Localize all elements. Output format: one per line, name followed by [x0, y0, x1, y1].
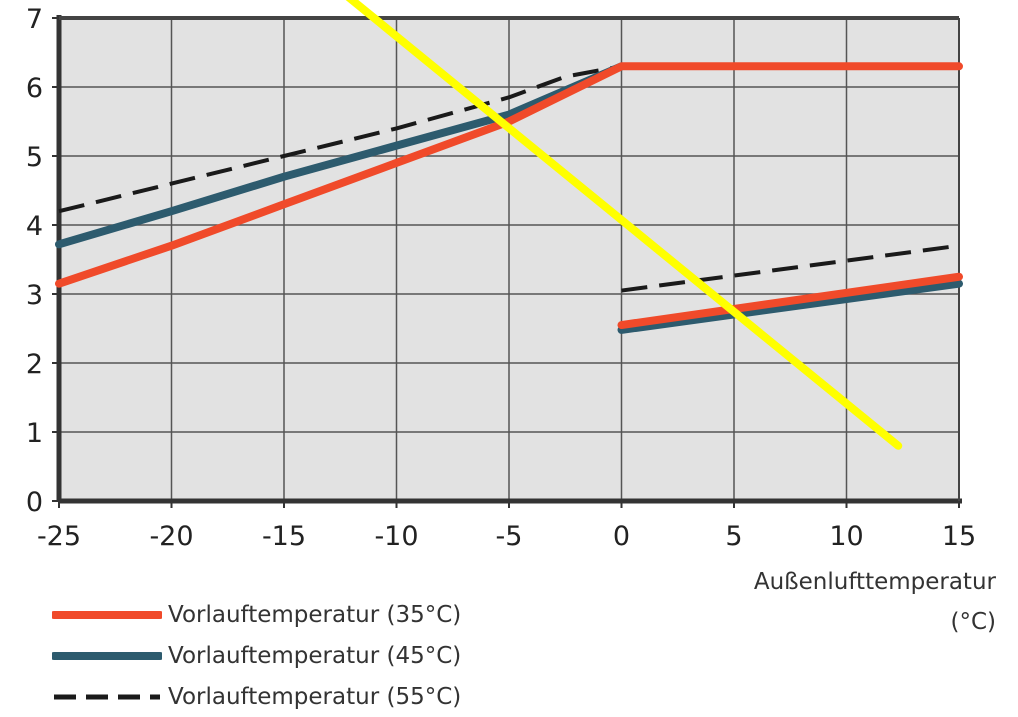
- x-tick-label: -15: [262, 521, 306, 552]
- axes: [52, 15, 962, 508]
- x-tick-label: 5: [725, 521, 742, 552]
- y-tick-label: 6: [26, 73, 43, 104]
- x-axis-unit: (°C): [950, 609, 996, 635]
- overlay: [345, 0, 903, 450]
- series-line-45c-segment-2: [617, 279, 963, 334]
- legend-item: Vorlauftemperatur (55°C): [52, 676, 461, 717]
- legend-swatch-45: [52, 651, 162, 660]
- x-tick-label: -5: [496, 521, 523, 552]
- y-tick-label: 4: [26, 211, 43, 242]
- series-line-55c-segment-2: [621, 243, 960, 293]
- x-tick-label: -25: [37, 521, 81, 552]
- legend-item: Vorlauftemperatur (35°C): [52, 594, 461, 635]
- y-tick-label: 3: [26, 280, 43, 311]
- y-tick-label: 7: [26, 4, 43, 35]
- legend-swatch-55: [54, 694, 160, 699]
- yellow-overlay-line: [345, 0, 903, 450]
- y-tick-label: 1: [26, 418, 43, 449]
- series-line-35c-segment-2: [617, 272, 963, 330]
- y-tick-label: 5: [26, 142, 43, 173]
- x-tick-label: 15: [942, 521, 976, 552]
- series-line-35c-segment-1: [55, 62, 963, 288]
- series-lines: [55, 62, 963, 334]
- x-tick-label: 10: [829, 521, 863, 552]
- legend-label: Vorlauftemperatur (35°C): [168, 601, 462, 628]
- legend-swatch-35: [52, 610, 162, 619]
- x-axis-label: Außenlufttemperatur: [753, 569, 996, 595]
- series-line-45c-segment-1: [55, 62, 626, 249]
- x-tick-label: -20: [149, 521, 193, 552]
- y-tick-label: 0: [26, 487, 43, 518]
- x-axis-title: Außenlufttemperatur (°C): [696, 562, 996, 642]
- legend-item: Vorlauftemperatur (45°C): [52, 635, 461, 676]
- y-tick-labels: 0 1 2 3 4 5 6 7: [26, 4, 43, 518]
- x-tick-labels: -25 -20 -15 -10 -5 0 5 10 15: [37, 521, 976, 552]
- y-tick-label: 2: [26, 349, 43, 380]
- series-line-55c-segment-1: [58, 64, 622, 214]
- legend-label: Vorlauftemperatur (45°C): [168, 642, 462, 669]
- legend-label: Vorlauftemperatur (55°C): [168, 683, 462, 710]
- legend: Vorlauftemperatur (35°C) Vorlauftemperat…: [52, 594, 461, 717]
- x-tick-label: -10: [374, 521, 418, 552]
- x-tick-label: 0: [613, 521, 630, 552]
